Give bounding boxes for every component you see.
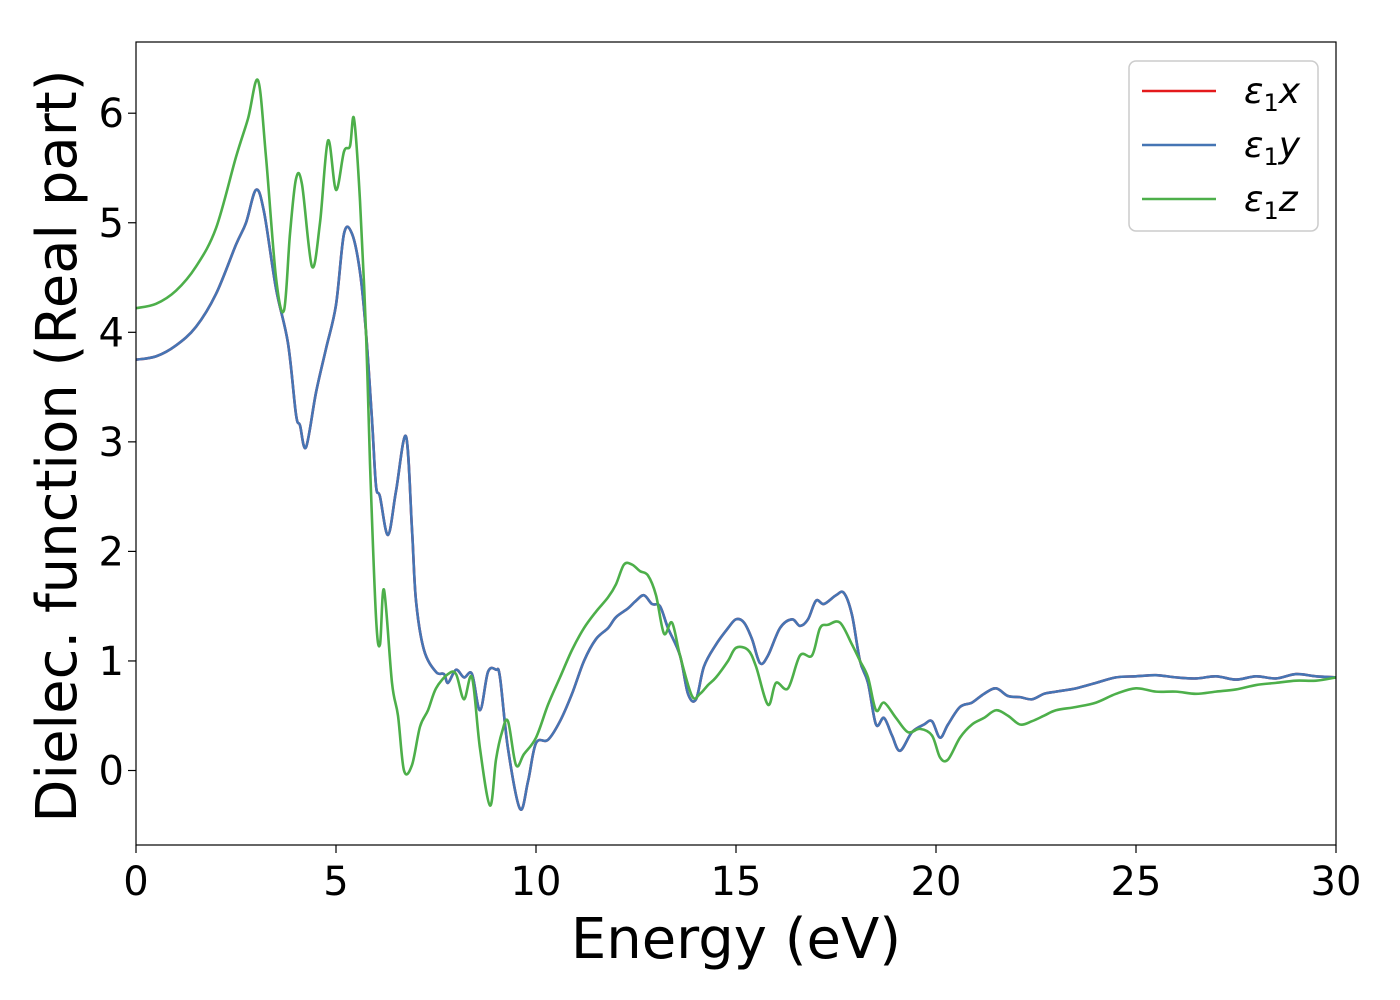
legend-symbol: ε: [1244, 71, 1263, 112]
y-tick-label: 6: [99, 91, 124, 137]
x-tick-label: 25: [1111, 859, 1162, 905]
x-tick-label: 15: [711, 859, 762, 905]
y-tick-label: 3: [99, 420, 124, 466]
legend-box: [1128, 60, 1319, 232]
legend-variable: y: [1278, 125, 1301, 166]
legend-variable: z: [1278, 179, 1299, 220]
legend-subscript: 1: [1263, 89, 1278, 117]
legend-subscript: 1: [1263, 197, 1278, 225]
x-tick-label: 5: [323, 859, 348, 905]
legend-symbol: ε: [1244, 179, 1263, 220]
series-line-y: [136, 188, 1336, 811]
y-tick-label: 4: [99, 310, 124, 356]
legend-label-y: ε1y: [1244, 125, 1301, 171]
legend-symbol: ε: [1244, 125, 1263, 166]
x-axis-label: Energy (eV): [571, 907, 901, 972]
y-tick-label: 1: [99, 639, 124, 685]
legend-label-x: ε1x: [1244, 71, 1301, 117]
y-axis-ticks: 0 1 2 3 4 5 6: [99, 91, 136, 795]
y-tick-label: 2: [99, 529, 124, 575]
y-tick-label: 0: [99, 749, 124, 795]
y-tick-label: 5: [99, 201, 124, 247]
x-tick-label: 0: [123, 859, 148, 905]
x-tick-label: 10: [511, 859, 562, 905]
x-tick-label: 30: [1311, 859, 1362, 905]
series-line-z: [136, 78, 1336, 807]
legend-variable: x: [1278, 71, 1301, 112]
x-tick-label: 20: [911, 859, 962, 905]
legend-subscript: 1: [1263, 143, 1278, 171]
legend-label-z: ε1z: [1244, 179, 1299, 225]
x-axis-ticks: 0 5 10 15 20 25 30: [123, 845, 1361, 905]
series-layer: [136, 78, 1336, 811]
y-axis-label: Dielec. function (Real part): [25, 69, 90, 822]
